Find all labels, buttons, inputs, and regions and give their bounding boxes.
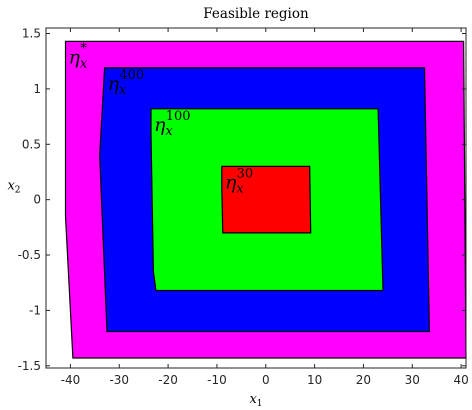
x-axis-ticks: -40 -30 -20 -10 0 10 20 30 40 — [61, 28, 469, 387]
x-tick-label: -10 — [207, 373, 227, 387]
y-tick-label: -1.5 — [18, 359, 41, 373]
y-tick-label: -0.5 — [18, 248, 41, 262]
x-tick-label: -40 — [61, 373, 81, 387]
x-tick-label: -20 — [158, 373, 178, 387]
y-axis-ticks: -1.5 -1 -0.5 0 0.5 1 1.5 — [18, 27, 466, 373]
y-tick-label: 0.5 — [22, 137, 41, 151]
y-axis-label: x2 — [7, 179, 20, 196]
x-tick-label: 40 — [453, 373, 468, 387]
region-label-100: ηx100 — [154, 109, 191, 139]
x-axis-label: x1 — [249, 392, 262, 409]
y-tick-label: 0 — [33, 193, 41, 207]
x-tick-label: 20 — [356, 373, 371, 387]
region-30 — [221, 165, 312, 234]
y-tick-label: 1.5 — [22, 27, 41, 41]
region-label-400: ηx400 — [108, 68, 145, 98]
y-tick-label: -1 — [29, 303, 41, 317]
x-tick-label: 10 — [307, 373, 322, 387]
plot-area-border — [45, 27, 467, 369]
x-tick-label: -30 — [109, 373, 129, 387]
region-labels: ηx* ηx400 ηx100 ηx30 — [69, 41, 254, 196]
x-tick-label: 30 — [405, 373, 420, 387]
y-tick-label: 1 — [33, 82, 41, 96]
x-tick-label: 0 — [262, 373, 270, 387]
region-label-star: ηx* — [69, 41, 88, 71]
chart-title: Feasible region — [203, 6, 309, 22]
region-label-30: ηx30 — [225, 166, 253, 196]
regions — [64, 40, 467, 359]
